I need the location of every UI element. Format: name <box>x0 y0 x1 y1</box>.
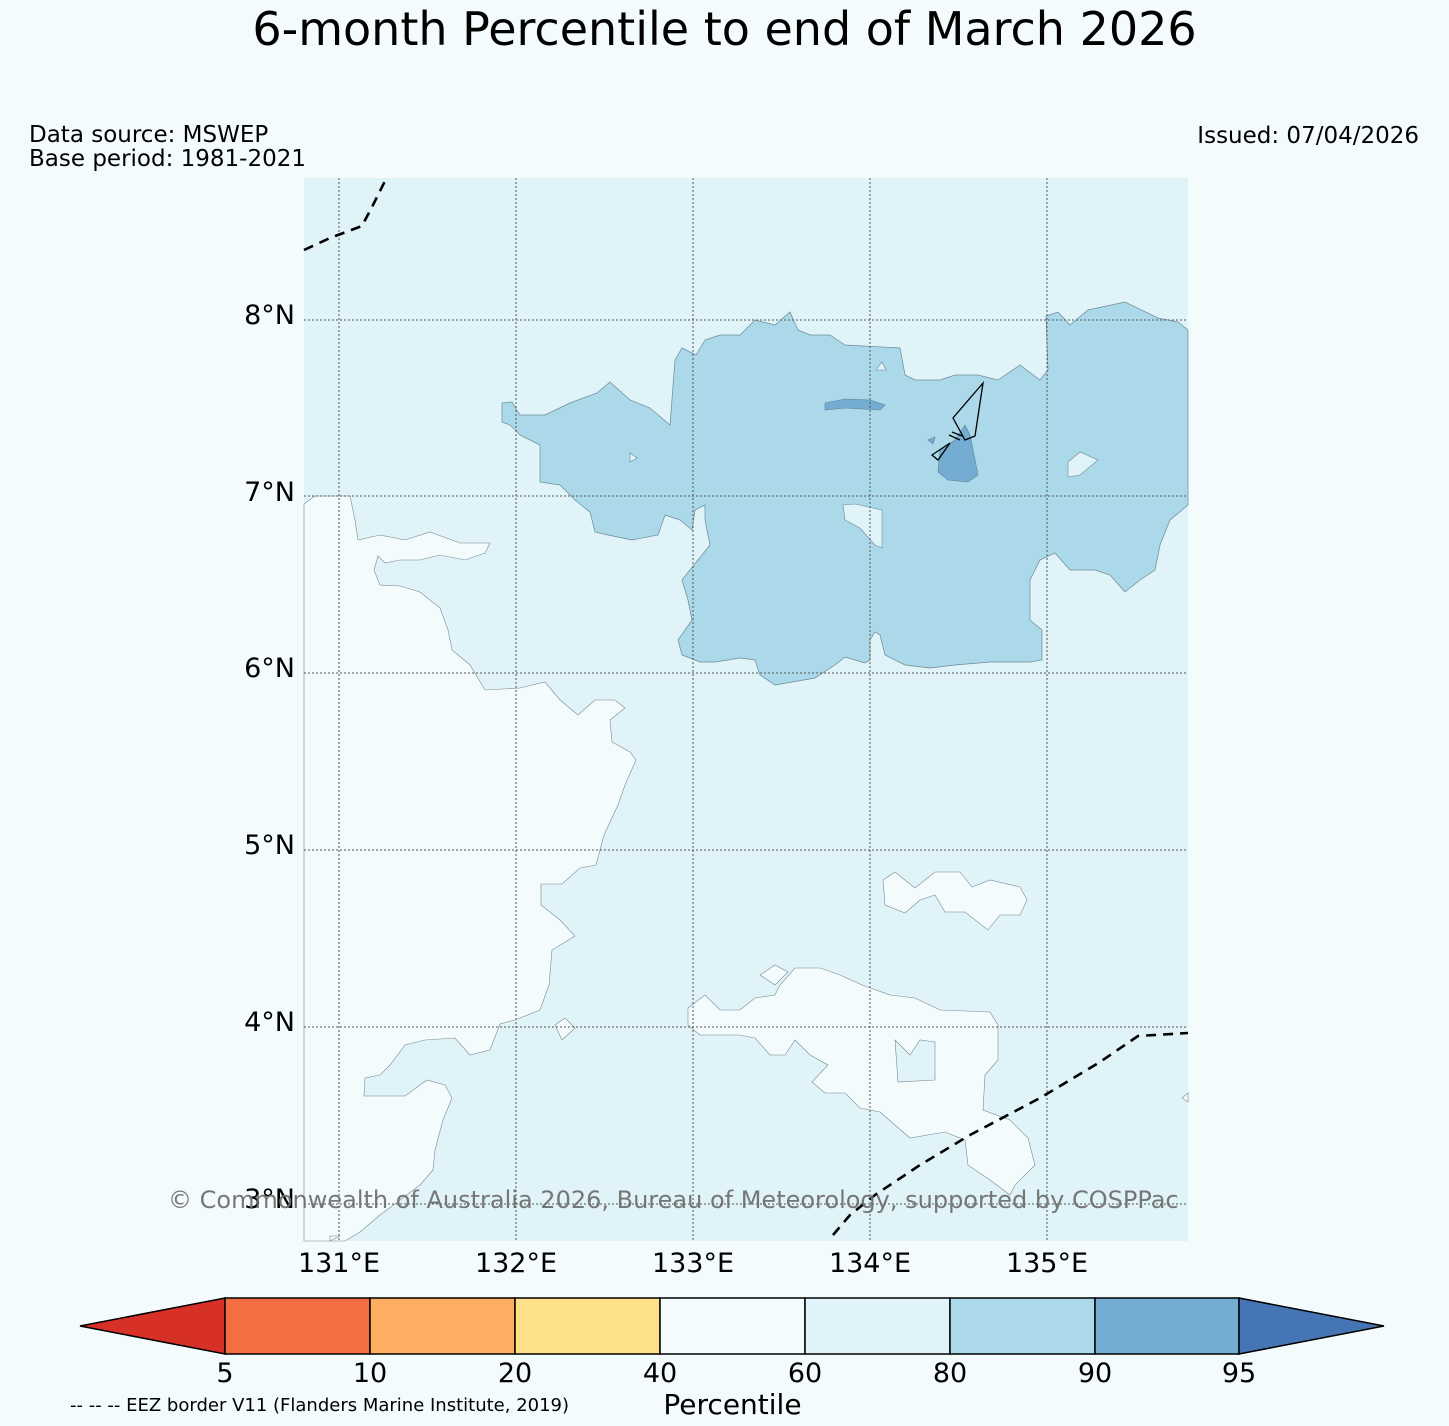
colorbar-bin-90-95 <box>1094 1297 1240 1355</box>
colorbar-bin-10-20 <box>369 1297 516 1355</box>
copyright-text: © Commonwealth of Australia 2026, Bureau… <box>168 1186 1179 1214</box>
lat-label-8n: 8°N <box>244 300 295 331</box>
metadata-block: Data source: MSWEP Base period: 1981-202… <box>29 123 306 171</box>
eez-border-legend: -- -- -- EEZ border V11 (Flanders Marine… <box>70 1395 570 1416</box>
region-40-60-east-north <box>882 871 1028 931</box>
colorbar-tick-95: 95 <box>1221 1358 1257 1389</box>
region-90-95-c <box>927 436 936 445</box>
data-source-text: Data source: MSWEP <box>29 122 269 148</box>
colorbar-tick-10: 10 <box>352 1358 388 1389</box>
colorbar-bin-40-60 <box>659 1297 806 1355</box>
colorbar-extend-low <box>79 1297 226 1355</box>
issued-date: Issued: 07/04/2026 <box>1197 123 1419 149</box>
eez-border-south <box>832 1031 1189 1236</box>
colorbar-bin-5-10 <box>224 1297 371 1355</box>
colorbar-tick-20: 20 <box>497 1358 533 1389</box>
colorbar-bin-20-40 <box>514 1297 661 1355</box>
colorbar <box>79 1297 1385 1355</box>
colorbar-tick-40: 40 <box>642 1358 678 1389</box>
lat-label-5n: 5°N <box>244 830 295 861</box>
colorbar-bin-80-90 <box>949 1297 1096 1355</box>
region-60-80-hole-b <box>842 503 883 549</box>
base-period-text: Base period: 1981-2021 <box>29 146 307 172</box>
lon-label-133e: 133°E <box>651 1248 735 1279</box>
lat-label-7n: 7°N <box>244 477 295 508</box>
colorbar-tick-5: 5 <box>216 1358 234 1389</box>
lat-label-4n: 4°N <box>244 1007 295 1038</box>
region-80-90 <box>501 301 1189 686</box>
map-title: 6-month Percentile to end of March 2026 <box>252 2 1197 56</box>
colorbar-tick-90: 90 <box>1077 1358 1113 1389</box>
region-40-60-islet-a <box>554 1017 576 1041</box>
lat-label-3n: 3°N <box>244 1184 295 1215</box>
region-60-80-hole-e <box>875 361 887 371</box>
region-40-60-west <box>303 495 637 1242</box>
island-outline <box>930 380 984 461</box>
lat-label-6n: 6°N <box>244 653 295 684</box>
colorbar-label: Percentile <box>663 1388 802 1421</box>
region-60-80-hole-c <box>1067 451 1099 478</box>
lon-label-135e: 135°E <box>1005 1248 1089 1279</box>
colorbar-extend-high <box>1238 1297 1385 1355</box>
region-60-80-hole-d <box>629 452 638 463</box>
region-60-80-hole-a <box>894 1039 936 1083</box>
region-40-60-south <box>687 967 1036 1196</box>
region-40-60-strip <box>329 1235 341 1242</box>
graticule <box>304 178 1188 1241</box>
lon-label-131e: 131°E <box>297 1248 381 1279</box>
region-40-60-islet-c <box>1181 1092 1189 1103</box>
colorbar-tick-60: 60 <box>787 1358 823 1389</box>
lon-label-132e: 132°E <box>474 1248 558 1279</box>
lon-label-134e: 134°E <box>828 1248 912 1279</box>
colorbar-tick-80: 80 <box>932 1358 968 1389</box>
region-40-60-islet-b <box>759 964 789 986</box>
eez-border-north <box>303 180 387 252</box>
colorbar-bin-60-80 <box>804 1297 951 1355</box>
